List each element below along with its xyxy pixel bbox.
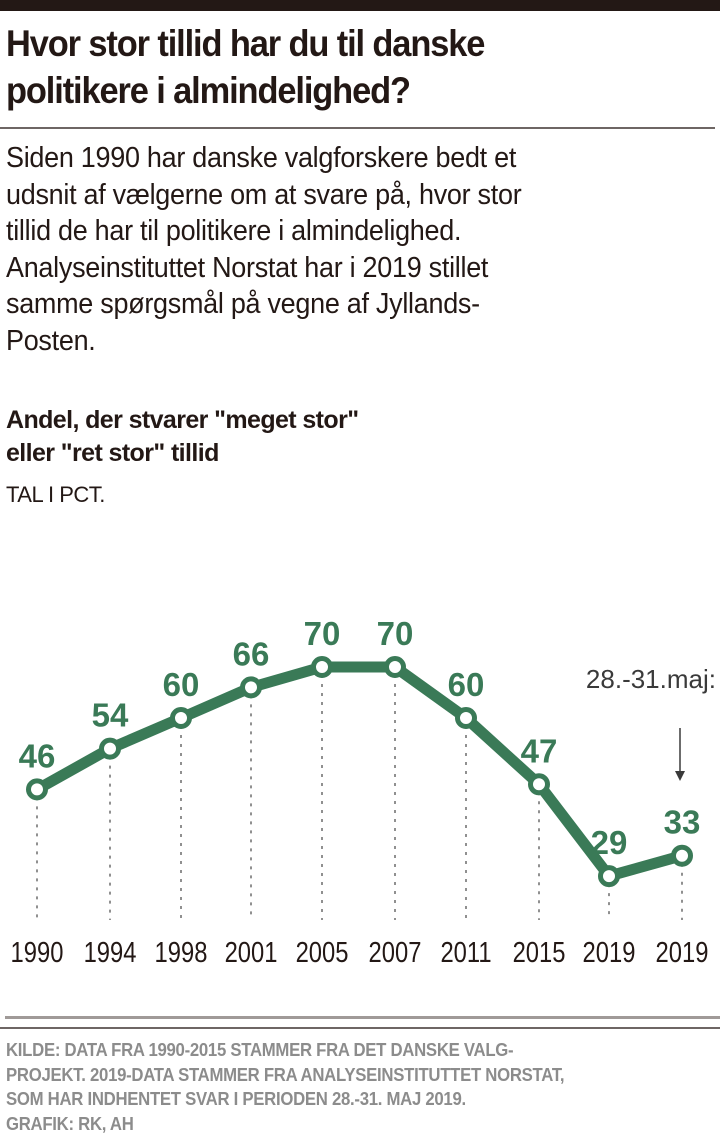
data-point bbox=[240, 676, 262, 699]
data-point bbox=[598, 865, 620, 888]
data-label: 47 bbox=[521, 732, 558, 769]
top-bar bbox=[0, 0, 720, 11]
data-point bbox=[26, 778, 48, 801]
data-point bbox=[671, 844, 693, 867]
data-point bbox=[528, 773, 550, 796]
x-tick-label: 2001 bbox=[225, 936, 278, 969]
data-label: 60 bbox=[163, 666, 200, 703]
x-tick-label: 2019 bbox=[656, 936, 709, 969]
x-tick-label: 2005 bbox=[296, 936, 349, 969]
x-tick-labels: 1990 1994 1998 2001 2005 2007 2011 2015 2019 2019 bbox=[11, 936, 709, 969]
x-tick-label: 1990 bbox=[11, 936, 64, 969]
annotation-text: 28.-31.maj: bbox=[586, 664, 716, 694]
data-labels: 46 54 60 66 70 70 60 47 29 33 bbox=[19, 615, 701, 861]
data-label: 66 bbox=[233, 635, 270, 672]
data-label: 46 bbox=[19, 737, 56, 774]
x-tick-label: 1994 bbox=[84, 936, 137, 969]
divider-source bbox=[0, 1027, 720, 1029]
chart-title: Andel, der stvarer "meget stor" eller "r… bbox=[6, 406, 359, 467]
intro-text: Siden 1990 har danske valgforskere bedt … bbox=[6, 142, 522, 357]
x-tick-label: 2011 bbox=[440, 936, 491, 969]
x-tick-label: 1998 bbox=[155, 936, 208, 969]
data-label: 60 bbox=[448, 666, 485, 703]
series-line bbox=[31, 661, 688, 882]
data-point bbox=[170, 707, 192, 729]
data-point bbox=[455, 707, 477, 729]
line-chart: 46 54 60 66 70 70 60 47 29 33 1990 1994 1998 2001 200… bbox=[11, 615, 716, 969]
data-label: 54 bbox=[92, 697, 129, 734]
annotation: 28.-31.maj: bbox=[586, 664, 716, 781]
data-point bbox=[311, 656, 333, 678]
data-points bbox=[26, 656, 693, 888]
divider-top bbox=[0, 127, 715, 129]
arrow-down-icon bbox=[675, 771, 685, 781]
data-label: 29 bbox=[591, 824, 628, 861]
data-point bbox=[99, 737, 121, 760]
data-label: 70 bbox=[304, 615, 341, 652]
data-point bbox=[384, 656, 406, 678]
data-label: 33 bbox=[664, 804, 701, 841]
guide-lines bbox=[36, 675, 683, 920]
source-credit: KILDE: DATA FRA 1990-2015 STAMMER FRA DE… bbox=[6, 1040, 565, 1134]
axis-baseline bbox=[5, 1016, 720, 1019]
page-title: Hvor stor tillid har du til danske polit… bbox=[6, 23, 485, 111]
data-label: 70 bbox=[377, 615, 414, 652]
x-tick-label: 2015 bbox=[513, 936, 566, 969]
x-tick-label: 2019 bbox=[583, 936, 636, 969]
chart-unit-label: TAL I PCT. bbox=[6, 482, 105, 507]
x-tick-label: 2007 bbox=[369, 936, 422, 969]
